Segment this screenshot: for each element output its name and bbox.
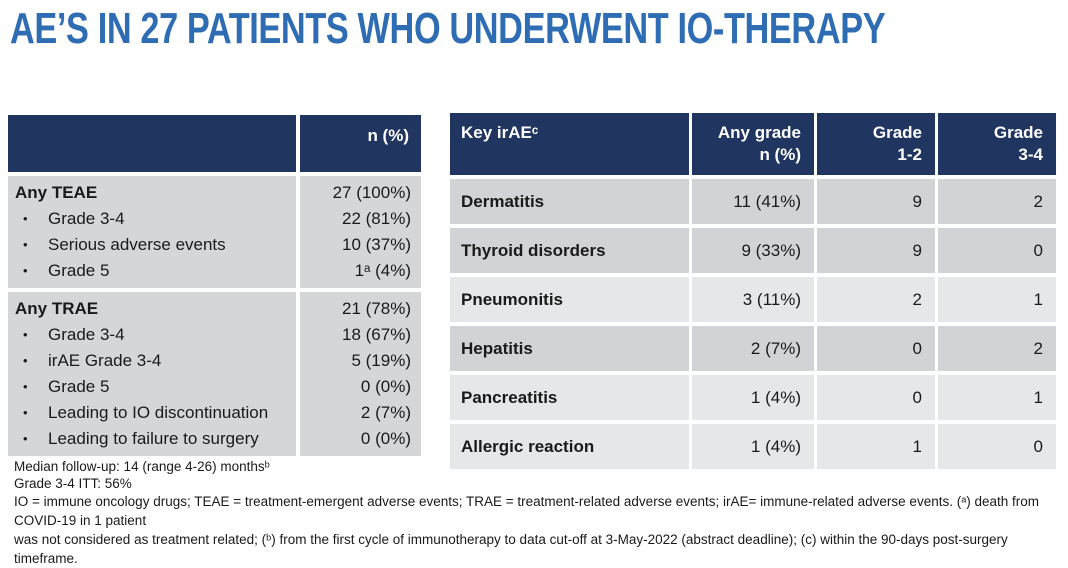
slide: AE’S IN 27 PATIENTS WHO UNDERWENT IO-THE… <box>8 4 1056 566</box>
table-cell-grade-3-4: 0 <box>938 228 1056 273</box>
bullet-icon: • <box>23 327 28 342</box>
column-divider <box>296 176 300 288</box>
table-cell-grade-1-2: 9 <box>817 179 935 224</box>
table-row-label: • Grade 5 <box>8 374 296 400</box>
any-teae-values: 27 (100%) 22 (81%) 10 (37%) 1ᵃ (4%) <box>300 176 421 288</box>
any-teae-group: Any TEAE • Grade 3-4 • Serious adverse eve… <box>8 176 421 288</box>
table-row-value: 18 (67%) <box>342 325 411 344</box>
table-cell-grade-1-2: 2 <box>817 277 935 322</box>
table-row-label: • irAE Grade 3-4 <box>8 348 296 374</box>
bullet-icon: • <box>23 431 28 446</box>
page-title: AE’S IN 27 PATIENTS WHO UNDERWENT IO-THE… <box>10 4 886 53</box>
table-cell-any-grade: 2 (7%) <box>692 326 814 371</box>
table-row-label: • Grade 5 <box>8 258 296 284</box>
table-row-value: 10 (37%) <box>342 235 411 254</box>
table-row-label: • Grade 3-4 <box>8 206 296 232</box>
table-row-value: 0 (0%) <box>360 377 411 396</box>
left-table-footnotes: Median follow-up: 14 (range 4-26) months… <box>14 458 270 492</box>
table-cell-grade-1-2: 0 <box>817 326 935 371</box>
header-grade-3-4: Grade 3-4 <box>938 113 1056 175</box>
table-row-label: • Leading to IO discontinuation <box>8 400 296 426</box>
table-row-name: Hepatitis <box>450 326 689 371</box>
table-cell-grade-3-4: 1 <box>938 277 1056 322</box>
table-cell-grade-1-2: 9 <box>817 228 935 273</box>
table-row-value: 1ᵃ (4%) <box>354 261 411 280</box>
column-divider <box>296 292 300 456</box>
any-trae-values: 21 (78%) 18 (67%) 5 (19%) 0 (0%) 2 (7%) … <box>300 292 421 456</box>
table-cell-any-grade: 1 (4%) <box>692 424 814 469</box>
table-row-value: 5 (19%) <box>351 351 411 370</box>
table-row-value: 27 (100%) <box>332 183 411 202</box>
header-n-percent-cell: n (%) <box>300 115 421 172</box>
teae-trae-table: n (%) Any TEAE • Grade 3-4 • Serious adver… <box>8 115 421 460</box>
column-divider <box>296 115 300 172</box>
footnote-line-2: was not considered as treatment related;… <box>14 532 1008 566</box>
table-row-name: Dermatitis <box>450 179 689 224</box>
table-cell-grade-3-4: 2 <box>938 179 1056 224</box>
table-row-label: Any TEAE <box>15 183 98 202</box>
footnote-grade34-itt: Grade 3-4 ITT: 56% <box>14 476 132 491</box>
table-row-name: Thyroid disorders <box>450 228 689 273</box>
table-row-name: Allergic reaction <box>450 424 689 469</box>
header-empty-cell <box>8 115 296 172</box>
table-row-label: Any TRAE <box>15 299 99 318</box>
table-cell-grade-3-4: 0 <box>938 424 1056 469</box>
table-cell-any-grade: 11 (41%) <box>692 179 814 224</box>
bullet-icon: • <box>23 263 28 278</box>
table-row-name: Pancreatitis <box>450 375 689 420</box>
any-trae-labels: Any TRAE • Grade 3-4 • irAE Grade 3-4 • Gra… <box>8 292 296 456</box>
any-trae-group: Any TRAE • Grade 3-4 • irAE Grade 3-4 • Gra… <box>8 292 421 456</box>
bullet-icon: • <box>23 211 28 226</box>
teae-trae-table-header: n (%) <box>8 115 421 172</box>
table-cell-grade-3-4: 2 <box>938 326 1056 371</box>
bullet-icon: • <box>23 379 28 394</box>
header-key-irae: Key irAEᶜ <box>450 113 689 175</box>
table-row-name: Pneumonitis <box>450 277 689 322</box>
table-cell-grade-3-4: 1 <box>938 375 1056 420</box>
table-cell-any-grade: 3 (11%) <box>692 277 814 322</box>
table-row-value: 0 (0%) <box>360 429 411 448</box>
table-row-value: 2 (7%) <box>360 403 411 422</box>
table-row-label: • Serious adverse events <box>8 232 296 258</box>
table-cell-any-grade: 9 (33%) <box>692 228 814 273</box>
header-grade-1-2: Grade 1-2 <box>817 113 935 175</box>
table-row-label: • Leading to failure to surgery <box>8 426 296 452</box>
table-cell-grade-1-2: 0 <box>817 375 935 420</box>
abbreviations-footnote: IO = immune oncology drugs; TEAE = treat… <box>14 492 1060 568</box>
footnote-median-followup: Median follow-up: 14 (range 4-26) months… <box>14 459 270 474</box>
key-irae-table: Key irAEᶜ Any grade n (%) Grade 1-2 Grad… <box>450 113 1056 469</box>
bullet-icon: • <box>23 353 28 368</box>
table-row-label: • Grade 3-4 <box>8 322 296 348</box>
footnote-line-1: IO = immune oncology drugs; TEAE = treat… <box>14 494 1040 528</box>
bullet-icon: • <box>23 237 28 252</box>
any-teae-labels: Any TEAE • Grade 3-4 • Serious adverse eve… <box>8 176 296 288</box>
table-row-value: 22 (81%) <box>342 209 411 228</box>
bullet-icon: • <box>23 405 28 420</box>
table-cell-grade-1-2: 1 <box>817 424 935 469</box>
table-row-value: 21 (78%) <box>342 299 411 318</box>
header-any-grade: Any grade n (%) <box>692 113 814 175</box>
table-cell-any-grade: 1 (4%) <box>692 375 814 420</box>
